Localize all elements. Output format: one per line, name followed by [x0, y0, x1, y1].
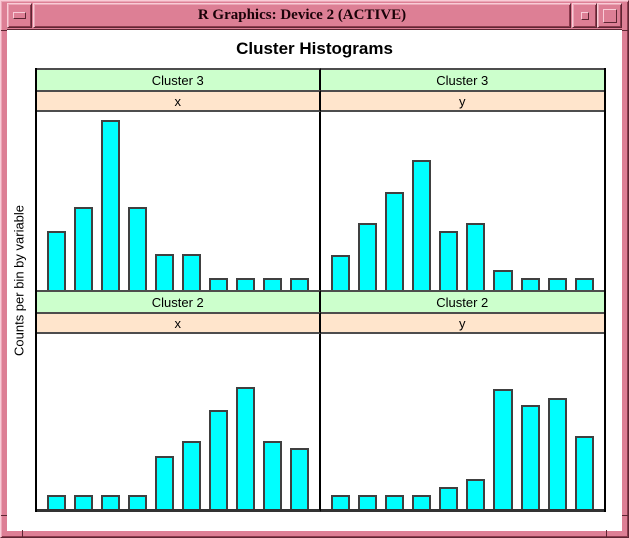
- histogram-bar: [208, 278, 228, 290]
- strip-variable-bottom-left: x: [37, 312, 321, 334]
- histogram-bar: [330, 254, 350, 290]
- resize-handle-notch[interactable]: [622, 30, 628, 31]
- strip-cluster-top-right: Cluster 3: [320, 68, 604, 90]
- strip-label: Cluster 3: [151, 72, 204, 88]
- histogram-bar: [47, 231, 66, 290]
- histogram-bar: [411, 160, 432, 290]
- resize-handle-notch[interactable]: [606, 530, 607, 537]
- resize-handle-notch[interactable]: [1, 30, 7, 31]
- histogram-bar: [100, 495, 120, 509]
- histogram-bar: [181, 441, 201, 509]
- strip-cluster-bottom-left: Cluster 2: [37, 290, 321, 312]
- histogram-bar: [574, 436, 595, 509]
- histogram-bar: [411, 495, 432, 509]
- histogram-bar: [493, 270, 513, 290]
- strip-label: y: [459, 315, 466, 331]
- histogram-bar: [520, 278, 540, 290]
- histogram-bar: [289, 278, 309, 290]
- lattice-plot: Cluster 3 Cluster 3 x y Cluster 2: [35, 68, 606, 512]
- histogram-bar: [384, 495, 404, 509]
- y-axis-label: Counts per bin by variable: [11, 204, 27, 357]
- resize-handle-notch[interactable]: [1, 515, 7, 516]
- histogram-panel-cluster2-x: [37, 334, 321, 512]
- iconify-button[interactable]: [7, 3, 32, 28]
- strip-label: x: [174, 315, 182, 331]
- histogram-bar: [384, 192, 404, 290]
- histogram-bars: [37, 334, 319, 509]
- histogram-bars: [37, 112, 319, 290]
- histogram-bar: [181, 254, 201, 290]
- strip-variable-bottom-right: y: [320, 312, 604, 334]
- maximize-button[interactable]: [597, 3, 622, 28]
- maximize-icon: [602, 8, 617, 23]
- histogram-bar: [235, 387, 255, 509]
- chart-title: Cluster Histograms: [236, 39, 393, 58]
- histogram-panel-cluster3-y: [320, 112, 605, 290]
- histogram-bar: [154, 455, 174, 509]
- histogram-panel-cluster2-y: [320, 334, 605, 512]
- resize-handle-notch[interactable]: [622, 515, 628, 516]
- histogram-bar: [330, 495, 350, 509]
- histogram-bar: [235, 278, 255, 290]
- histogram-bar: [127, 207, 147, 290]
- strip-variable-top-left: x: [37, 90, 321, 112]
- strip-label: Cluster 3: [436, 72, 489, 88]
- histogram-bars: [321, 334, 605, 509]
- histogram-bar: [520, 404, 540, 509]
- window-titlebar[interactable]: R Graphics: Device 2 (ACTIVE): [7, 3, 622, 28]
- histogram-bar: [100, 120, 120, 290]
- histogram-bar: [574, 278, 595, 290]
- histogram-bar: [547, 278, 567, 290]
- strip-cluster-bottom-right: Cluster 2: [320, 290, 604, 312]
- restore-icon: [580, 11, 589, 20]
- strip-label: Cluster 2: [436, 294, 489, 310]
- histogram-bar: [357, 495, 377, 509]
- restore-button[interactable]: [572, 3, 597, 28]
- strip-variable-top-right: y: [320, 90, 604, 112]
- strip-label: Cluster 2: [151, 294, 204, 310]
- histogram-bar: [357, 223, 377, 290]
- histogram-bar: [154, 254, 174, 290]
- histogram-bar: [439, 487, 459, 509]
- histogram-bar: [47, 495, 66, 509]
- strip-label: x: [174, 93, 182, 109]
- histogram-bar: [289, 448, 309, 509]
- histogram-bar: [466, 223, 486, 290]
- strip-label: y: [459, 93, 466, 109]
- histogram-bars: [321, 112, 605, 290]
- histogram-bar: [493, 389, 513, 509]
- graphics-canvas: Cluster Histograms Counts per bin by var…: [7, 29, 622, 531]
- resize-handle-notch[interactable]: [22, 530, 23, 537]
- histogram-panel-cluster3-x: [37, 112, 321, 290]
- histogram-bar: [208, 409, 228, 509]
- histogram-bar: [439, 231, 459, 290]
- strip-cluster-top-left: Cluster 3: [37, 68, 321, 90]
- histogram-bar: [127, 495, 147, 509]
- histogram-bar: [466, 479, 486, 509]
- iconify-icon: [13, 12, 26, 19]
- histogram-bar: [73, 207, 93, 290]
- histogram-bar: [547, 397, 567, 509]
- histogram-bar: [73, 495, 93, 509]
- window-title: R Graphics: Device 2 (ACTIVE): [33, 3, 571, 28]
- histogram-bar: [262, 278, 282, 290]
- histogram-bar: [262, 441, 282, 509]
